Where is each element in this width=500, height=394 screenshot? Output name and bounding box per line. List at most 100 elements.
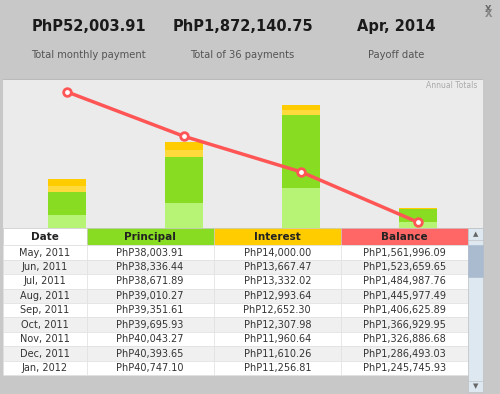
Bar — [2, 332, 86, 346]
Bar — [341, 318, 468, 332]
Text: PhP1,366,929.95: PhP1,366,929.95 — [363, 320, 446, 330]
Text: PhP52,003.91: PhP52,003.91 — [32, 19, 146, 34]
Bar — [2, 346, 86, 361]
Text: PhP1,523,659.65: PhP1,523,659.65 — [363, 262, 446, 272]
Bar — [2, 245, 86, 260]
Text: PhP12,652.30: PhP12,652.30 — [244, 305, 311, 315]
Text: PhP1,445,977.49: PhP1,445,977.49 — [363, 291, 446, 301]
Bar — [341, 303, 468, 318]
Text: Interest: Interest — [254, 232, 300, 242]
Bar — [214, 260, 341, 274]
Text: PhP1,286,493.03: PhP1,286,493.03 — [363, 349, 446, 359]
Bar — [165, 142, 202, 157]
Bar — [86, 245, 214, 260]
Text: PhP38,671.89: PhP38,671.89 — [116, 277, 184, 286]
Text: Balance: Balance — [381, 232, 428, 242]
Bar — [214, 332, 341, 346]
Bar — [2, 289, 86, 303]
Bar — [214, 245, 341, 260]
Text: Payoff date: Payoff date — [368, 50, 424, 61]
Text: Annual Totals: Annual Totals — [426, 82, 478, 91]
Text: PhP12,993.64: PhP12,993.64 — [244, 291, 311, 301]
Bar — [86, 318, 214, 332]
Text: PhP1,561,996.09: PhP1,561,996.09 — [363, 247, 446, 258]
Text: PhP40,043.27: PhP40,043.27 — [116, 334, 184, 344]
Bar — [86, 260, 214, 274]
Text: Aug, 2011: Aug, 2011 — [20, 291, 70, 301]
Bar — [86, 289, 214, 303]
Text: Jun, 2011: Jun, 2011 — [22, 262, 68, 272]
Text: PhP1,484,987.76: PhP1,484,987.76 — [363, 277, 446, 286]
Text: PhP11,960.64: PhP11,960.64 — [244, 334, 311, 344]
Bar — [48, 178, 86, 191]
Text: Jan, 2012: Jan, 2012 — [22, 363, 68, 373]
Text: Total monthly payment: Total monthly payment — [32, 50, 146, 61]
Bar — [165, 157, 202, 228]
Bar — [341, 274, 468, 289]
Text: ▼: ▼ — [472, 383, 478, 389]
Text: PhP40,747.10: PhP40,747.10 — [116, 363, 184, 373]
Bar — [341, 245, 468, 260]
Bar — [468, 381, 482, 392]
Bar — [468, 228, 482, 240]
Bar — [2, 260, 86, 274]
Text: Apr, 2014: Apr, 2014 — [357, 19, 436, 34]
Text: PhP1,245,745.93: PhP1,245,745.93 — [363, 363, 446, 373]
Text: PhP11,610.26: PhP11,610.26 — [244, 349, 311, 359]
Bar — [341, 228, 468, 245]
Text: PhP1,406,625.89: PhP1,406,625.89 — [363, 305, 446, 315]
Text: PhP38,336.44: PhP38,336.44 — [116, 262, 184, 272]
Bar — [214, 346, 341, 361]
Text: Principal: Principal — [124, 232, 176, 242]
Bar — [282, 115, 320, 228]
Bar — [2, 361, 86, 375]
Text: Dec, 2011: Dec, 2011 — [20, 349, 70, 359]
Bar — [214, 228, 341, 245]
Text: X: X — [485, 9, 493, 19]
Bar — [48, 216, 86, 228]
Text: PhP14,000.00: PhP14,000.00 — [244, 247, 311, 258]
Text: PhP39,695.93: PhP39,695.93 — [116, 320, 184, 330]
Bar — [86, 346, 214, 361]
Bar — [400, 208, 437, 209]
Bar — [214, 318, 341, 332]
Text: Nov, 2011: Nov, 2011 — [20, 334, 70, 344]
Text: PhP13,332.02: PhP13,332.02 — [244, 277, 311, 286]
Text: Jul, 2011: Jul, 2011 — [23, 277, 66, 286]
Text: Oct, 2011: Oct, 2011 — [20, 320, 68, 330]
Text: May, 2011: May, 2011 — [19, 247, 70, 258]
Bar — [48, 186, 86, 191]
Text: ▲: ▲ — [472, 231, 478, 237]
Bar — [86, 361, 214, 375]
Bar — [468, 245, 482, 277]
Bar — [86, 332, 214, 346]
Bar — [214, 289, 341, 303]
Bar — [214, 274, 341, 289]
Bar — [2, 318, 86, 332]
Bar — [282, 110, 320, 115]
Bar — [2, 303, 86, 318]
Text: PhP1,326,886.68: PhP1,326,886.68 — [363, 334, 446, 344]
Text: Date: Date — [30, 232, 58, 242]
Bar — [341, 289, 468, 303]
Bar — [341, 361, 468, 375]
Bar — [468, 228, 482, 392]
Text: PhP11,256.81: PhP11,256.81 — [244, 363, 311, 373]
Bar — [400, 209, 437, 228]
Bar — [86, 274, 214, 289]
Bar — [400, 221, 437, 228]
Text: X: X — [485, 5, 491, 14]
Text: PhP1,872,140.75: PhP1,872,140.75 — [172, 19, 313, 34]
Bar — [86, 228, 214, 245]
Text: PhP13,667.47: PhP13,667.47 — [244, 262, 311, 272]
Bar — [282, 105, 320, 115]
Bar — [86, 303, 214, 318]
Bar — [2, 228, 86, 245]
Bar — [341, 332, 468, 346]
Bar — [282, 188, 320, 228]
Bar — [2, 274, 86, 289]
Text: Total of 36 payments: Total of 36 payments — [190, 50, 294, 61]
Text: Sep, 2011: Sep, 2011 — [20, 305, 69, 315]
Bar — [48, 191, 86, 228]
Text: PhP38,003.91: PhP38,003.91 — [116, 247, 184, 258]
